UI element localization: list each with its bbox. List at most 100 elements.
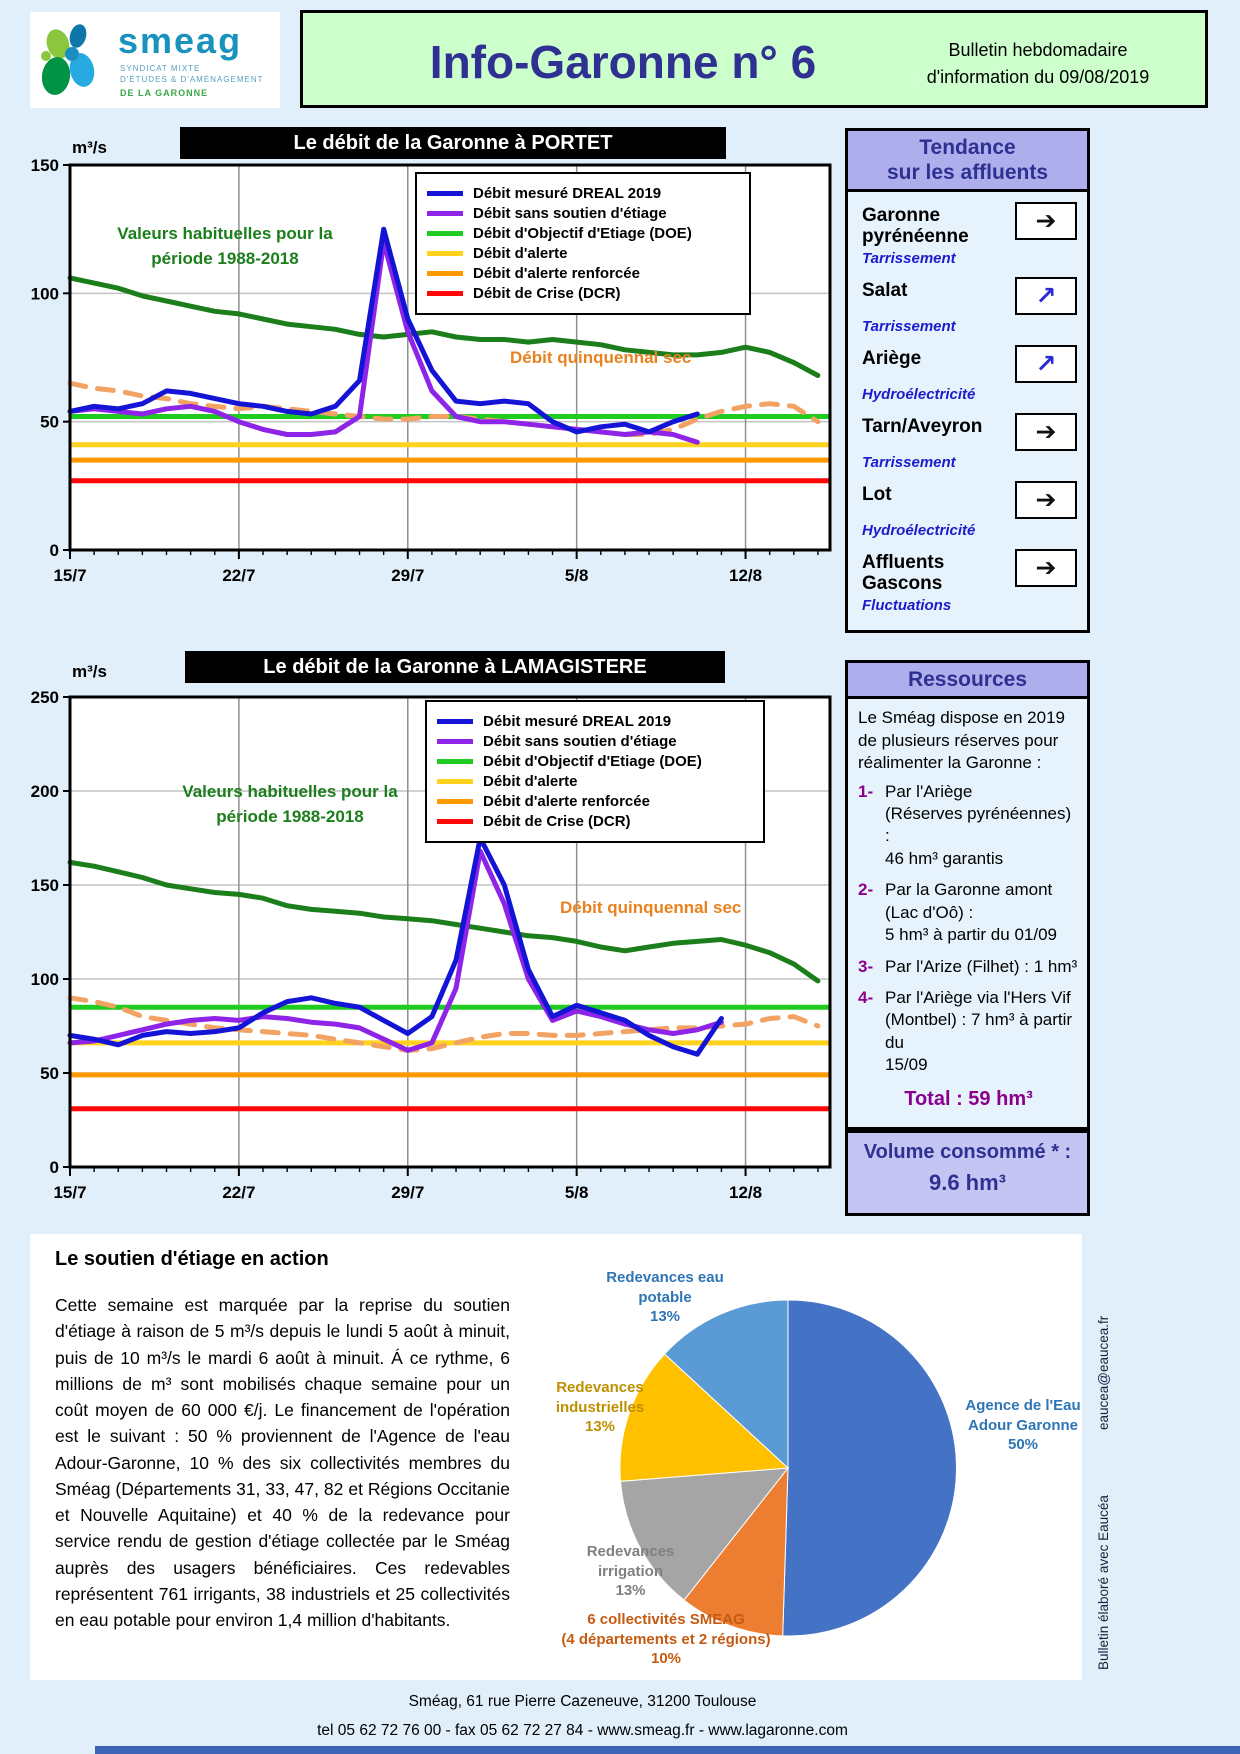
tributary-name: Salat bbox=[862, 280, 908, 302]
tributary-name: Ariège bbox=[862, 348, 922, 370]
svg-text:0: 0 bbox=[50, 1158, 59, 1177]
svg-text:150: 150 bbox=[31, 876, 59, 895]
svg-text:100: 100 bbox=[31, 284, 59, 303]
tendance-panel-title: Tendance sur les affluents bbox=[848, 131, 1087, 193]
svg-text:250: 250 bbox=[31, 689, 59, 707]
trend-up-arrow-icon[interactable]: ↗ bbox=[1015, 277, 1077, 316]
footer-address: Sméag, 61 rue Pierre Cazeneuve, 31200 To… bbox=[408, 1693, 757, 1710]
portet-legend: Débit mesuré DREAL 2019 Débit sans soutie… bbox=[415, 172, 751, 315]
svg-text:15/7: 15/7 bbox=[53, 1183, 86, 1202]
ressource-item-text: Par la Garonne amont (Lac d'Oô) : 5 hm³ … bbox=[885, 880, 1057, 945]
trend-flat-arrow-icon[interactable]: ➔ bbox=[1015, 481, 1077, 520]
pie-slice-label: Redevances irrigation 13% bbox=[586, 1543, 675, 1599]
legend-swatch bbox=[437, 799, 473, 804]
tributary-status: Hydroélectricité bbox=[862, 522, 976, 540]
tributary-name: Garonne pyrénéenne bbox=[862, 205, 969, 247]
tendance-row: Lot ➔ Hydroélectricité bbox=[862, 481, 1077, 539]
logo-tagline-2: D'ÉTUDES & D'AMÉNAGEMENT bbox=[120, 75, 264, 84]
soutien-paragraph: Cette semaine est marquée par la reprise… bbox=[55, 1295, 510, 1630]
ressources-panel-title: Ressources bbox=[848, 663, 1087, 700]
legend-label: Débit d'alerte renforcée bbox=[483, 793, 650, 810]
legend-entry: Débit sans soutien d'étiage bbox=[427, 205, 735, 222]
ressources-items: 1- Par l'Ariège (Réserves pyrénéennes) : … bbox=[858, 781, 1079, 1077]
ressource-item: 4- Par l'Ariège via l'Hers Vif (Montbel) … bbox=[858, 987, 1079, 1077]
bulletin-date: Bulletin hebdomadaire d'information du 0… bbox=[926, 40, 1150, 87]
soutien-section: Le soutien d'étiage en action Cette sema… bbox=[30, 1234, 1082, 1680]
footer-accent-bar bbox=[95, 1746, 1240, 1754]
svg-text:50: 50 bbox=[40, 413, 59, 432]
legend-swatch bbox=[437, 719, 473, 724]
legend-swatch bbox=[427, 231, 463, 236]
legend-swatch bbox=[427, 211, 463, 216]
svg-text:29/7: 29/7 bbox=[391, 1183, 424, 1202]
lamagistere-chart-title: Le débit de la Garonne à LAMAGISTERE bbox=[185, 651, 725, 683]
svg-text:100: 100 bbox=[31, 970, 59, 989]
legend-swatch bbox=[437, 759, 473, 764]
ressource-item-text: Par l'Ariège (Réserves pyrénéennes) : 46… bbox=[885, 781, 1072, 868]
svg-text:50: 50 bbox=[40, 1064, 59, 1083]
trend-up-arrow-icon[interactable]: ↗ bbox=[1015, 345, 1077, 384]
legend-swatch bbox=[427, 291, 463, 296]
trend-flat-arrow-icon[interactable]: ➔ bbox=[1015, 413, 1077, 452]
svg-text:12/8: 12/8 bbox=[729, 1183, 762, 1202]
lamagistere-annotation-habituelles: Valeurs habituelles pour la période 1988… bbox=[182, 782, 398, 826]
legend-label: Débit de Crise (DCR) bbox=[483, 813, 631, 830]
legend-entry: Débit d'Objectif d'Etiage (DOE) bbox=[437, 753, 749, 770]
legend-swatch bbox=[427, 191, 463, 196]
legend-entry: Débit de Crise (DCR) bbox=[427, 285, 735, 302]
ressource-item-number: 2- bbox=[858, 880, 874, 900]
legend-label: Débit mesuré DREAL 2019 bbox=[483, 713, 672, 730]
svg-text:200: 200 bbox=[31, 782, 59, 801]
lamagistere-legend: Débit mesuré DREAL 2019 Débit sans soutie… bbox=[425, 700, 765, 843]
soutien-heading: Le soutien d'étiage en action bbox=[55, 1248, 329, 1270]
portet-annotation-habituelles: Valeurs habituelles pour la période 1988… bbox=[117, 224, 333, 268]
legend-entry: Débit d'alerte renforcée bbox=[427, 265, 735, 282]
legend-label: Débit d'alerte bbox=[473, 245, 568, 262]
legend-label: Débit d'Objectif d'Etiage (DOE) bbox=[473, 225, 692, 242]
legend-swatch bbox=[427, 271, 463, 276]
portet-chart-title: Le débit de la Garonne à PORTET bbox=[180, 127, 726, 159]
pie-slice-label: Redevances eau potable 13% bbox=[606, 1269, 724, 1325]
svg-text:22/7: 22/7 bbox=[222, 566, 255, 585]
brand-wordmark: smeag bbox=[118, 20, 243, 61]
trend-flat-arrow-icon[interactable]: ➔ bbox=[1015, 202, 1077, 241]
tributary-name: Lot bbox=[862, 484, 892, 506]
tendance-rows: Garonne pyrénéenne ➔ Tarrissement Salat ↗ Tar… bbox=[848, 202, 1087, 614]
legend-entry: Débit sans soutien d'étiage bbox=[437, 733, 749, 750]
legend-label: Débit mesuré DREAL 2019 bbox=[473, 185, 662, 202]
svg-text:0: 0 bbox=[50, 541, 59, 560]
legend-entry: Débit d'Objectif d'Etiage (DOE) bbox=[427, 225, 735, 242]
legend-swatch bbox=[437, 739, 473, 744]
trend-flat-arrow-icon[interactable]: ➔ bbox=[1015, 549, 1077, 588]
legend-entry: Débit d'alerte bbox=[437, 773, 749, 790]
ressources-panel: Ressources Le Sméag dispose en 2019 de p… bbox=[845, 660, 1090, 1130]
pie-slice-label: Agence de l'Eau Adour Garonne 50% bbox=[965, 1397, 1081, 1453]
portet-annotation-quinquennal: Débit quinquennal sec bbox=[510, 348, 692, 367]
ressource-item-number: 1- bbox=[858, 781, 874, 801]
legend-entry: Débit mesuré DREAL 2019 bbox=[437, 713, 749, 730]
legend-label: Débit d'alerte bbox=[483, 773, 578, 790]
legend-entry: Débit d'alerte bbox=[427, 245, 735, 262]
tributary-status: Tarrissement bbox=[862, 318, 956, 336]
legend-label: Débit de Crise (DCR) bbox=[473, 285, 621, 302]
footer-contacts: tel 05 62 72 76 00 - fax 05 62 72 27 84 … bbox=[317, 1722, 848, 1739]
legend-entry: Débit mesuré DREAL 2019 bbox=[427, 185, 735, 202]
ressources-total: Total : 59 hm³ bbox=[904, 1087, 1033, 1110]
tendance-row: Tarn/Aveyron ➔ Tarrissement bbox=[862, 413, 1077, 471]
ressource-item: 3- Par l'Arize (Filhet) : 1 hm³ bbox=[858, 956, 1079, 978]
tributary-name: Affluents Gascons bbox=[862, 552, 945, 594]
tendance-row: Affluents Gascons ➔ Fluctuations bbox=[862, 549, 1077, 614]
svg-text:22/7: 22/7 bbox=[222, 1183, 255, 1202]
ressource-item: 2- Par la Garonne amont (Lac d'Oô) : 5 hm… bbox=[858, 879, 1079, 946]
volume-consomme-label: Volume consommé * : bbox=[863, 1141, 1072, 1163]
legend-swatch bbox=[437, 819, 473, 824]
tendance-row: Garonne pyrénéenne ➔ Tarrissement bbox=[862, 202, 1077, 267]
legend-entry: Débit de Crise (DCR) bbox=[437, 813, 749, 830]
eaucea-email: eaucea@eaucea.fr bbox=[1096, 1315, 1111, 1430]
tendance-panel: Tendance sur les affluents Garonne pyrén… bbox=[845, 128, 1090, 633]
ressource-item-text: Par l'Arize (Filhet) : 1 hm³ bbox=[885, 956, 1078, 976]
legend-entry: Débit d'alerte renforcée bbox=[437, 793, 749, 810]
legend-swatch bbox=[437, 779, 473, 784]
svg-text:15/7: 15/7 bbox=[53, 566, 86, 585]
